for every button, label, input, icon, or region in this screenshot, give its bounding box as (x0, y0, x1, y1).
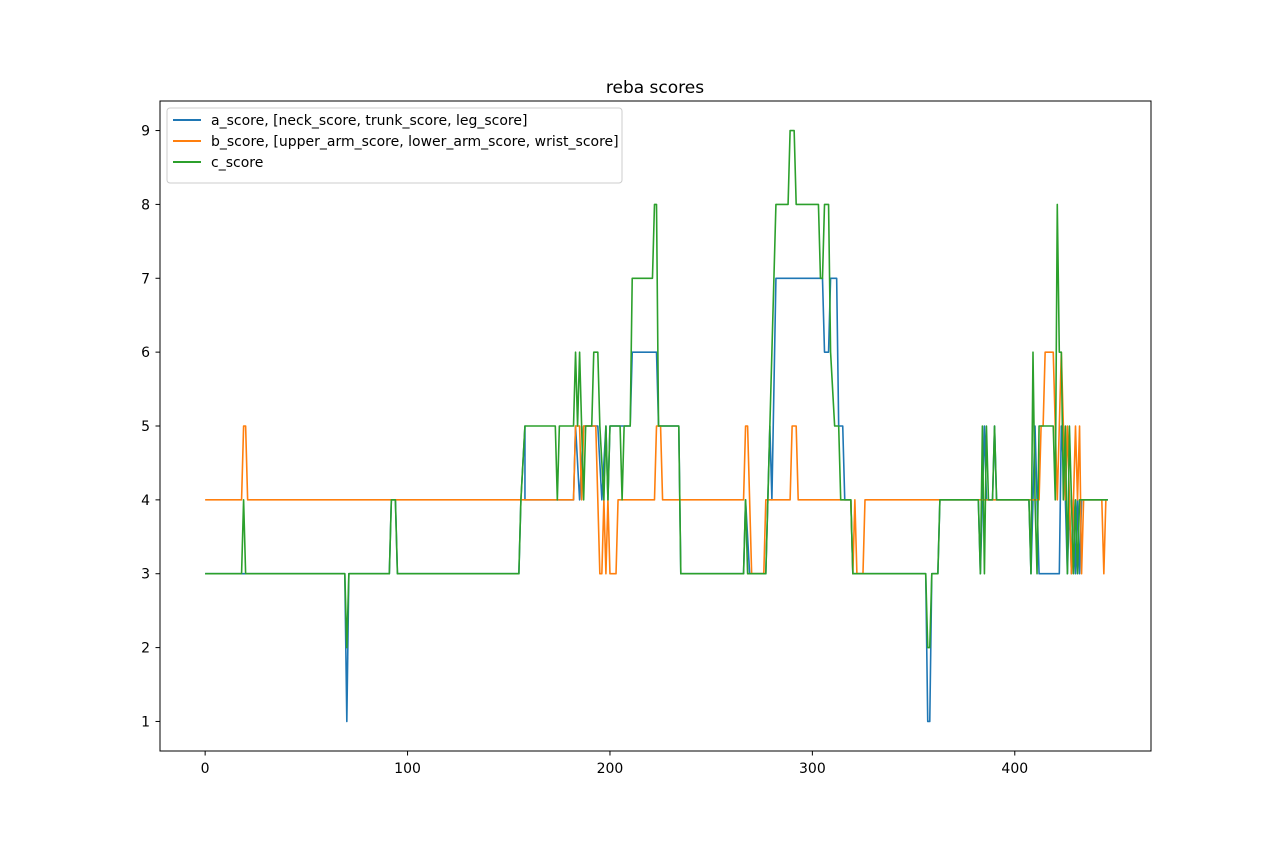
y-tick-label: 2 (141, 641, 150, 657)
x-tick-label: 200 (597, 761, 624, 777)
y-tick-label: 5 (141, 419, 150, 435)
x-tick-label: 100 (394, 761, 421, 777)
y-tick-label: 4 (141, 493, 150, 509)
chart-title: reba scores (606, 78, 704, 98)
x-axis: 0 100 200 300 400 (201, 751, 1028, 777)
x-tick-label: 300 (799, 761, 826, 777)
legend-label-0: a_score, [neck_score, trunk_score, leg_s… (211, 113, 527, 129)
y-tick-label: 7 (141, 271, 150, 287)
y-tick-label: 9 (141, 124, 150, 140)
series-line-2 (205, 129, 1108, 649)
y-axis: 1 2 3 4 5 6 7 8 9 (141, 124, 160, 730)
legend-label-1: b_score, [upper_arm_score, lower_arm_sco… (211, 134, 619, 150)
series-line-1 (205, 351, 1107, 575)
plot-lines (205, 129, 1108, 723)
y-tick-label: 1 (141, 714, 150, 730)
y-tick-label: 8 (141, 197, 150, 213)
legend-label-2: c_score (211, 155, 263, 171)
plot-area-frame (159, 100, 1152, 752)
y-tick-label: 6 (141, 345, 150, 361)
legend-box (166, 107, 623, 184)
y-tick-label: 3 (141, 567, 150, 583)
x-tick-label: 400 (1001, 761, 1028, 777)
legend: a_score, [neck_score, trunk_score, leg_s… (166, 107, 623, 184)
x-tick-label: 0 (201, 761, 210, 777)
